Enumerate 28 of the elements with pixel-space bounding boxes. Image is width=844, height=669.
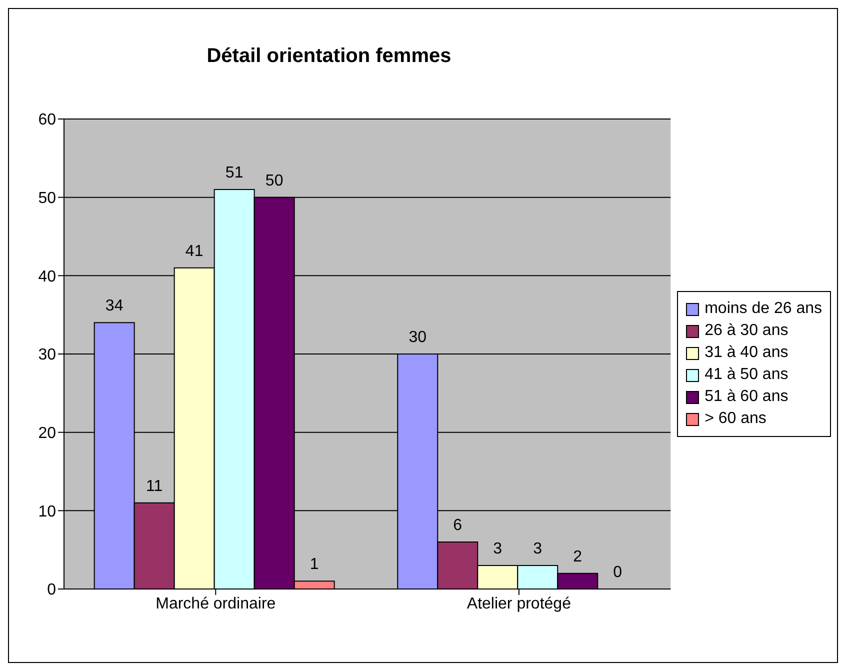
x-tick-label: Marché ordinaire xyxy=(156,595,276,612)
data-label: 1 xyxy=(310,556,319,574)
chart-title: Détail orientation femmes xyxy=(206,45,452,68)
y-tick-label: 30 xyxy=(38,346,56,364)
data-label: 50 xyxy=(265,172,284,190)
data-label: 0 xyxy=(613,564,622,581)
y-tick-label: 10 xyxy=(38,503,56,520)
data-label: 51 xyxy=(225,164,244,182)
legend-label: > 60 ans xyxy=(704,409,766,429)
data-label: 6 xyxy=(453,517,462,534)
data-label: 3 xyxy=(533,540,542,558)
data-label: 11 xyxy=(146,478,163,495)
y-tick-label: 40 xyxy=(38,268,56,286)
data-label: 2 xyxy=(573,548,582,566)
x-tick-label: Atelier protégé xyxy=(466,595,572,612)
data-label: 30 xyxy=(408,329,427,346)
legend-label: 31 à 40 ans xyxy=(704,343,788,363)
data-label: 3 xyxy=(493,540,502,558)
y-tick-label: 20 xyxy=(38,425,56,442)
y-tick-label: 0 xyxy=(47,582,56,599)
y-tick-label: 60 xyxy=(38,112,56,129)
legend-label: moins de 26 ans xyxy=(704,299,822,319)
legend-label: 51 à 60 ans xyxy=(704,387,788,407)
legend-label: 41 à 50 ans xyxy=(704,365,788,385)
legend-label: 26 à 30 ans xyxy=(704,321,788,341)
y-tick-label: 50 xyxy=(38,190,56,208)
data-label: 41 xyxy=(185,242,204,260)
data-label: 34 xyxy=(105,298,124,315)
